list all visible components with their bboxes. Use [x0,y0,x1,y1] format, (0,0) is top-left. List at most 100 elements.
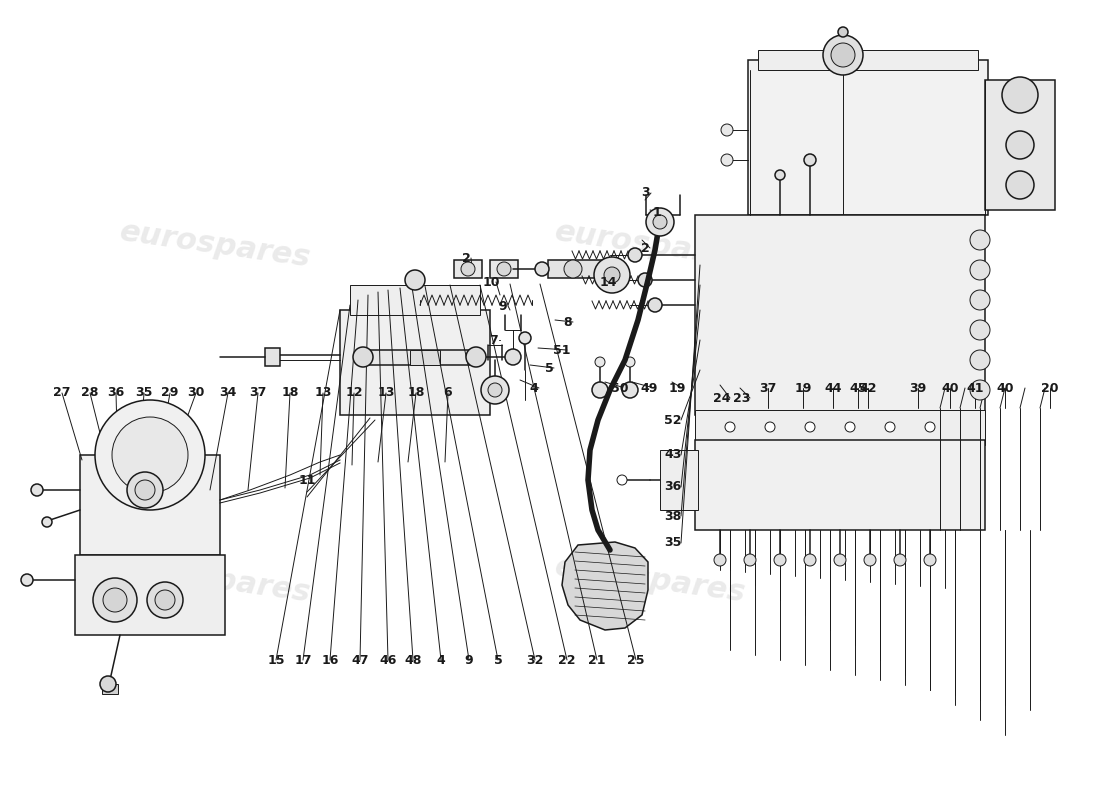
Text: 34: 34 [219,386,236,399]
Circle shape [147,582,183,618]
Circle shape [94,578,138,622]
Circle shape [155,590,175,610]
Circle shape [112,417,188,493]
Text: 5: 5 [494,654,503,666]
Text: 12: 12 [345,386,363,399]
Circle shape [830,43,855,67]
Circle shape [648,298,662,312]
Text: 8: 8 [563,315,572,329]
Text: eurospares: eurospares [118,552,312,608]
Text: 47: 47 [351,654,369,666]
Text: 19: 19 [794,382,812,394]
Circle shape [604,267,620,283]
Text: 11: 11 [298,474,316,486]
Text: 4: 4 [437,654,446,666]
Circle shape [595,357,605,367]
Bar [265,348,280,366]
Circle shape [720,124,733,136]
Circle shape [970,290,990,310]
Bar [360,350,480,365]
Circle shape [776,170,785,180]
Circle shape [970,320,990,340]
Text: 45: 45 [849,382,867,394]
Circle shape [804,154,816,166]
Text: 35: 35 [664,537,682,550]
Circle shape [100,676,116,692]
Text: eurospares: eurospares [552,552,748,608]
Circle shape [466,347,486,367]
Circle shape [1006,131,1034,159]
Text: 3: 3 [641,186,650,199]
Text: 35: 35 [135,386,153,399]
Circle shape [497,262,512,276]
Circle shape [126,472,163,508]
Circle shape [864,554,876,566]
Text: 50: 50 [612,382,629,394]
Circle shape [744,554,756,566]
Text: 20: 20 [1042,382,1058,394]
Circle shape [617,475,627,485]
Circle shape [804,554,816,566]
Text: 1: 1 [652,206,661,219]
Text: 16: 16 [321,654,339,666]
Text: 18: 18 [407,386,425,399]
Text: 23: 23 [734,391,750,405]
Circle shape [95,400,205,510]
Bar [410,350,440,365]
Bar [80,455,220,555]
Bar [75,555,226,635]
Text: 2: 2 [462,251,471,265]
Text: 36: 36 [664,481,682,494]
Circle shape [970,230,990,250]
Text: 43: 43 [664,449,682,462]
Text: 46: 46 [379,654,397,666]
Text: 42: 42 [859,382,877,394]
Circle shape [714,554,726,566]
Bar [695,440,984,530]
Text: 5: 5 [544,362,553,374]
Circle shape [725,422,735,432]
Circle shape [628,248,642,262]
Bar [454,260,482,278]
Circle shape [1006,171,1034,199]
Text: 9: 9 [464,654,473,666]
Circle shape [42,517,52,527]
Text: 37: 37 [759,382,777,394]
Text: 13: 13 [377,386,395,399]
Text: 40: 40 [942,382,959,394]
Circle shape [625,357,635,367]
Text: 38: 38 [664,510,682,522]
Text: 9: 9 [498,299,507,313]
Circle shape [488,383,502,397]
Circle shape [135,480,155,500]
Circle shape [925,422,935,432]
Text: 17: 17 [295,654,311,666]
Bar [984,80,1055,210]
Circle shape [564,260,582,278]
Circle shape [886,422,895,432]
Circle shape [764,422,776,432]
Text: 41: 41 [966,382,983,394]
Circle shape [970,380,990,400]
Text: 30: 30 [187,386,205,399]
Text: 29: 29 [162,386,178,399]
Circle shape [31,484,43,496]
Text: 15: 15 [267,654,285,666]
Circle shape [621,382,638,398]
Circle shape [894,554,906,566]
Circle shape [653,215,667,229]
Text: 25: 25 [627,654,645,666]
Circle shape [592,382,608,398]
Circle shape [838,27,848,37]
Circle shape [353,347,373,367]
Text: 52: 52 [664,414,682,426]
Text: 51: 51 [553,343,571,357]
Text: 32: 32 [526,654,543,666]
Circle shape [1002,77,1038,113]
Text: 19: 19 [669,382,685,394]
Circle shape [103,588,127,612]
Bar [102,684,118,694]
Circle shape [845,422,855,432]
Circle shape [638,273,652,287]
Text: 48: 48 [405,654,421,666]
